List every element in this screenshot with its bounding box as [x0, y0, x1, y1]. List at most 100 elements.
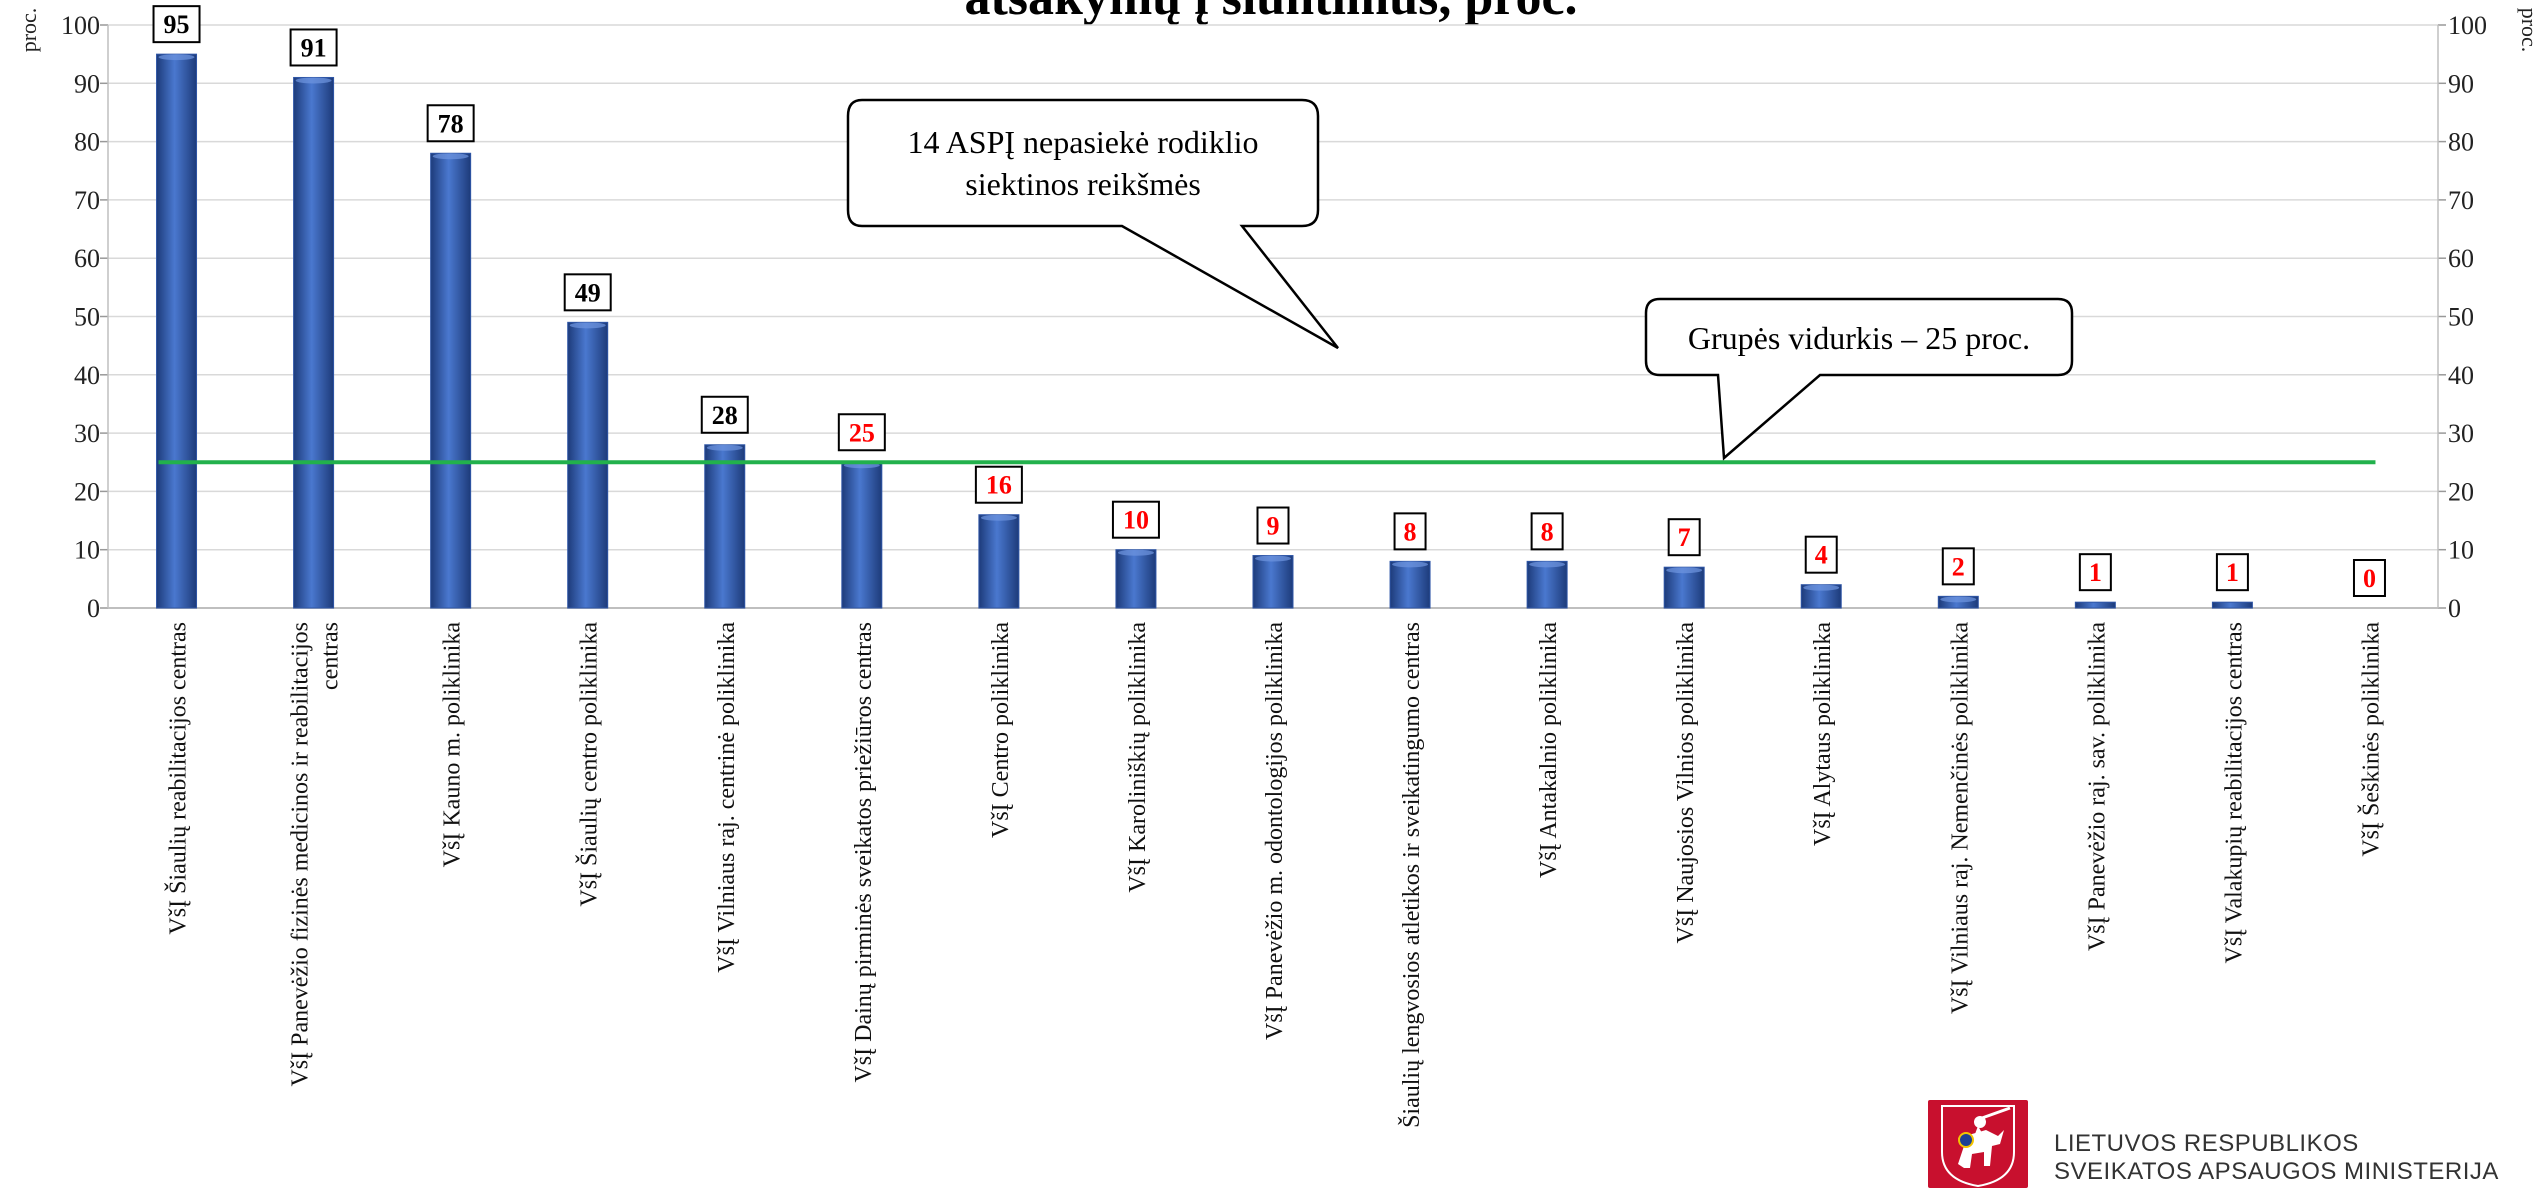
- value-label-box: [1804, 535, 1838, 574]
- bar: [841, 461, 883, 609]
- value-label: 28: [712, 401, 738, 430]
- bar-top-highlight: [1666, 567, 1703, 574]
- category-label: VšĮ Valakupių reabilitacijos centras: [2221, 622, 2247, 963]
- value-label-box: [152, 5, 201, 44]
- y-tick-label-right: 0: [2448, 594, 2461, 623]
- value-label-box: [1393, 512, 1427, 551]
- category-label: VšĮ Vilniaus raj. Nemenčinės poliklinika: [1947, 622, 1973, 1014]
- y-tick-label-right: 50: [2448, 303, 2474, 332]
- y-tick-label-left: 50: [74, 303, 100, 332]
- value-label-box: [426, 104, 475, 143]
- bar: [704, 444, 746, 609]
- y-tick-label-right: 20: [2448, 477, 2474, 506]
- y-tick-label-left: 80: [74, 128, 100, 157]
- value-label: 8: [1404, 517, 1417, 546]
- bar: [1663, 566, 1705, 609]
- value-label-box: [837, 413, 886, 452]
- y-tick-label-left: 20: [74, 477, 100, 506]
- bar: [2211, 601, 2253, 609]
- value-label: 95: [164, 10, 190, 39]
- y-tick-label-right: 80: [2448, 128, 2474, 157]
- bar-top-highlight: [1255, 555, 1291, 562]
- bar: [1389, 560, 1431, 609]
- category-label: VšĮ Panevėžio fizinės medicinos ir reabi…: [288, 622, 314, 1087]
- value-label: 78: [438, 109, 464, 138]
- value-label: 1: [2226, 558, 2239, 587]
- value-label: 16: [986, 471, 1012, 500]
- value-label: 91: [301, 33, 327, 62]
- value-label-box: [289, 28, 338, 67]
- category-labels: VšĮ Šiaulių reabilitacijos centras VšĮ Pa…: [165, 622, 2385, 1128]
- value-label: 2: [1952, 552, 1965, 581]
- category-label: VšĮ Dainų pirminės sveikatos priežiūros …: [851, 622, 877, 1083]
- category-label: VšĮ Centro poliklinika: [988, 622, 1014, 838]
- value-label: 9: [1267, 512, 1280, 541]
- value-label: 7: [1678, 523, 1691, 552]
- callout-group-average: Grupės vidurkis – 25 proc.: [1644, 297, 2074, 461]
- y-tick-label-right: 100: [2448, 11, 2487, 40]
- y-tick-label-right: 30: [2448, 419, 2474, 448]
- value-label: 4: [1815, 541, 1828, 570]
- bar-top-highlight: [569, 322, 606, 329]
- y-tick-label-right: 90: [2448, 69, 2474, 98]
- bar-top-highlight: [1940, 596, 1977, 603]
- y-tick-label-right: 40: [2448, 361, 2474, 390]
- y-tick-label-left: 60: [74, 244, 100, 273]
- category-label: VšĮ Naujosios Vilnios poliklinika: [1673, 622, 1699, 944]
- bar-top-highlight: [432, 153, 469, 160]
- category-label: VšĮ Kauno m. poliklinika: [440, 622, 466, 868]
- callout-not-reached-shape: [846, 98, 1339, 350]
- category-label: VšĮ Panevėžio m. odontologijos poliklini…: [1262, 622, 1288, 1040]
- y-axis-right: 0 10 20 30 40 50 60 70 80 90 100: [2437, 11, 2487, 623]
- value-label: 10: [1123, 506, 1149, 535]
- bar: [2074, 601, 2116, 609]
- callout-not-reached: 14 ASPĮ nepasiekė rodiklio siektinos rei…: [846, 98, 1339, 350]
- bar: [1115, 549, 1157, 609]
- chart-title: atsakymų į siuntimus, proc.: [964, 0, 1577, 26]
- value-label: 8: [1541, 517, 1554, 546]
- category-label: VšĮ Vilniaus raj. centrinė poliklinika: [714, 622, 740, 973]
- category-label: Šiaulių lengvosios atletikos ir sveikati…: [1398, 622, 1425, 1128]
- value-label-box: [1111, 500, 1160, 539]
- callout-not-reached-line1: 14 ASPĮ nepasiekė rodiklio: [907, 124, 1258, 160]
- value-label: 0: [2363, 564, 2376, 593]
- bar: [156, 53, 198, 609]
- value-label-box: [1941, 547, 1975, 586]
- y-tick-label-right: 60: [2448, 244, 2474, 273]
- y-tick-label-left: 70: [74, 186, 100, 215]
- bar: [567, 321, 609, 609]
- category-label: VšĮ Karoliniškių poliklinika: [1125, 622, 1151, 893]
- category-label: VšĮ Alytaus poliklinika: [1810, 622, 1836, 846]
- value-label-box: [2078, 553, 2112, 592]
- value-label-box: [2215, 553, 2249, 592]
- bar-top-highlight: [706, 444, 743, 451]
- value-label: 25: [849, 418, 875, 447]
- category-label: VšĮ Šiaulių centro poliklinika: [576, 622, 603, 907]
- y-tick-label-left: 40: [74, 361, 100, 390]
- bar-top-highlight: [1529, 561, 1566, 568]
- callout-group-average-text: Grupės vidurkis – 25 proc.: [1688, 320, 2030, 356]
- value-label-box: [1667, 518, 1701, 557]
- value-label-box: [974, 465, 1023, 504]
- value-label: 1: [2089, 558, 2102, 587]
- category-label: VšĮ Šiaulių reabilitacijos centras: [165, 622, 192, 935]
- value-label-box: [1530, 512, 1564, 551]
- category-label: VšĮ Antakalnio poliklinika: [1536, 622, 1562, 878]
- y-unit-label-right: proc.: [2517, 8, 2542, 53]
- bar-top-highlight: [158, 54, 195, 61]
- gridlines: [108, 24, 2438, 551]
- callout-not-reached-line2: siektinos reikšmės: [965, 166, 1201, 202]
- bar-top-highlight: [295, 77, 332, 84]
- category-label: VšĮ Šeškinės poliklinika: [2357, 622, 2384, 857]
- y-tick-label-left: 100: [61, 11, 100, 40]
- bar: [430, 152, 472, 609]
- vytis-coat-of-arms-icon: [1928, 1100, 2028, 1188]
- bars: [156, 53, 2253, 609]
- ministry-name-line1: LIETUVOS RESPUBLIKOS: [2054, 1130, 2359, 1157]
- bar: [293, 76, 335, 609]
- y-axis-left: 0 10 20 30 40 50 60 70 80 90 100: [61, 11, 109, 623]
- y-tick-label-left: 0: [87, 594, 100, 623]
- bar-top-highlight: [1117, 549, 1154, 556]
